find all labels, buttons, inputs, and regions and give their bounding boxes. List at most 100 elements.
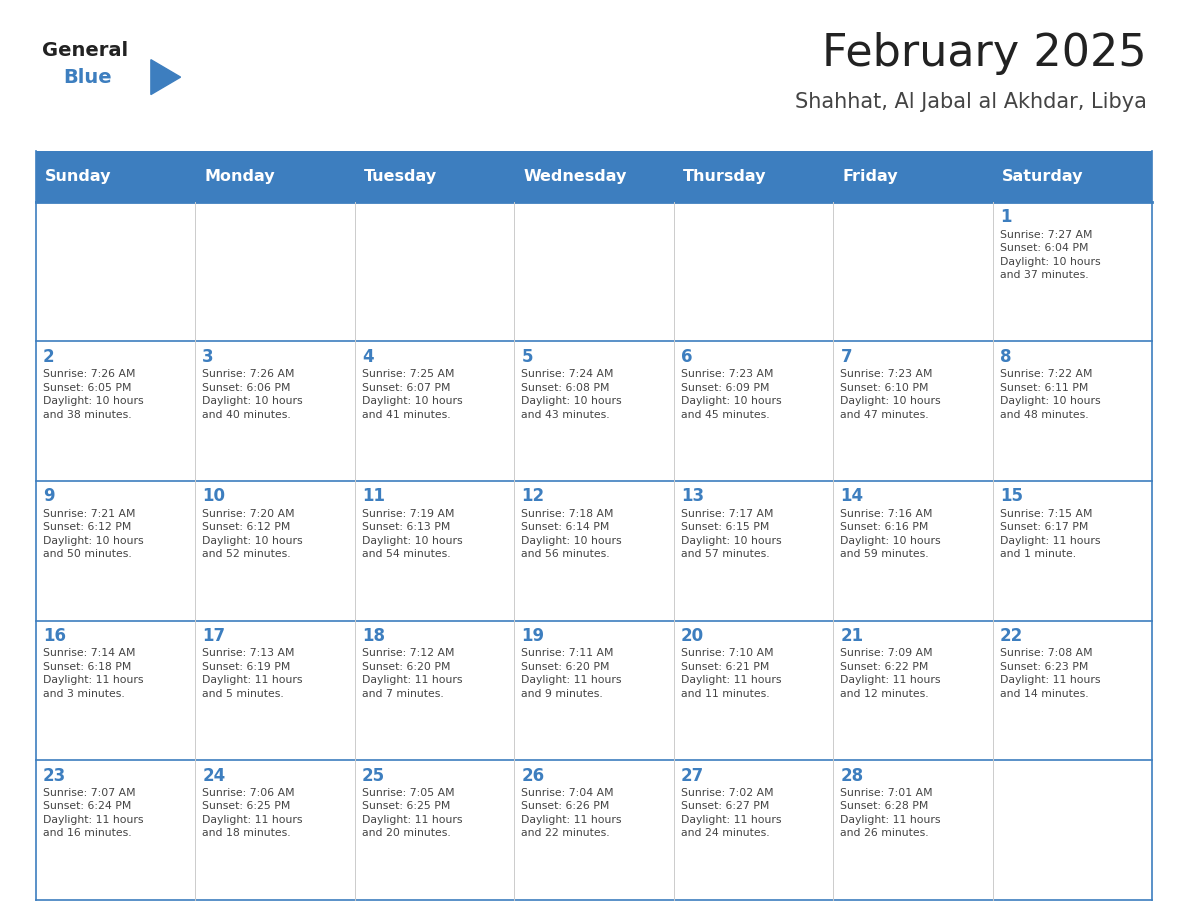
Bar [993, 341, 1152, 481]
Bar [833, 202, 993, 341]
Text: Blue: Blue [63, 68, 112, 87]
Bar [674, 202, 833, 341]
Bar [195, 202, 355, 341]
Polygon shape [151, 60, 181, 95]
Text: Sunrise: 7:13 AM
Sunset: 6:19 PM
Daylight: 11 hours
and 5 minutes.: Sunrise: 7:13 AM Sunset: 6:19 PM Dayligh… [202, 648, 303, 699]
Text: Sunrise: 7:10 AM
Sunset: 6:21 PM
Daylight: 11 hours
and 11 minutes.: Sunrise: 7:10 AM Sunset: 6:21 PM Dayligh… [681, 648, 782, 699]
Text: Sunrise: 7:26 AM
Sunset: 6:05 PM
Daylight: 10 hours
and 38 minutes.: Sunrise: 7:26 AM Sunset: 6:05 PM Dayligh… [43, 369, 144, 420]
Bar [833, 621, 993, 760]
Bar [674, 621, 833, 760]
Bar [36, 621, 195, 760]
Bar [355, 341, 514, 481]
Text: Sunrise: 7:21 AM
Sunset: 6:12 PM
Daylight: 10 hours
and 50 minutes.: Sunrise: 7:21 AM Sunset: 6:12 PM Dayligh… [43, 509, 144, 559]
Text: 9: 9 [43, 487, 55, 506]
Text: Sunrise: 7:07 AM
Sunset: 6:24 PM
Daylight: 11 hours
and 16 minutes.: Sunrise: 7:07 AM Sunset: 6:24 PM Dayligh… [43, 788, 144, 838]
Text: Sunrise: 7:19 AM
Sunset: 6:13 PM
Daylight: 10 hours
and 54 minutes.: Sunrise: 7:19 AM Sunset: 6:13 PM Dayligh… [362, 509, 462, 559]
Text: Saturday: Saturday [1003, 169, 1083, 185]
Bar [355, 621, 514, 760]
Text: Sunrise: 7:15 AM
Sunset: 6:17 PM
Daylight: 11 hours
and 1 minute.: Sunrise: 7:15 AM Sunset: 6:17 PM Dayligh… [1000, 509, 1100, 559]
Text: Sunrise: 7:23 AM
Sunset: 6:10 PM
Daylight: 10 hours
and 47 minutes.: Sunrise: 7:23 AM Sunset: 6:10 PM Dayligh… [840, 369, 941, 420]
Text: February 2025: February 2025 [822, 32, 1146, 75]
Bar [355, 202, 514, 341]
Bar [195, 760, 355, 900]
Text: Wednesday: Wednesday [524, 169, 627, 185]
Text: Sunrise: 7:02 AM
Sunset: 6:27 PM
Daylight: 11 hours
and 24 minutes.: Sunrise: 7:02 AM Sunset: 6:27 PM Dayligh… [681, 788, 782, 838]
Text: Sunrise: 7:22 AM
Sunset: 6:11 PM
Daylight: 10 hours
and 48 minutes.: Sunrise: 7:22 AM Sunset: 6:11 PM Dayligh… [1000, 369, 1100, 420]
Text: 28: 28 [840, 767, 864, 785]
Text: Sunrise: 7:27 AM
Sunset: 6:04 PM
Daylight: 10 hours
and 37 minutes.: Sunrise: 7:27 AM Sunset: 6:04 PM Dayligh… [1000, 230, 1100, 280]
Text: Sunrise: 7:05 AM
Sunset: 6:25 PM
Daylight: 11 hours
and 20 minutes.: Sunrise: 7:05 AM Sunset: 6:25 PM Dayligh… [362, 788, 462, 838]
Text: 13: 13 [681, 487, 704, 506]
Bar [195, 481, 355, 621]
Text: 25: 25 [362, 767, 385, 785]
Bar [674, 760, 833, 900]
Text: 11: 11 [362, 487, 385, 506]
Text: Monday: Monday [204, 169, 276, 185]
Bar [833, 481, 993, 621]
Text: 19: 19 [522, 627, 544, 645]
Bar [514, 481, 674, 621]
Bar [833, 760, 993, 900]
Bar [833, 341, 993, 481]
Text: Friday: Friday [842, 169, 898, 185]
Text: 20: 20 [681, 627, 704, 645]
Bar [993, 760, 1152, 900]
Text: 15: 15 [1000, 487, 1023, 506]
Text: 8: 8 [1000, 348, 1011, 366]
Bar [36, 151, 1152, 202]
Bar [36, 202, 195, 341]
Bar [514, 202, 674, 341]
Text: 2: 2 [43, 348, 55, 366]
Text: Sunrise: 7:12 AM
Sunset: 6:20 PM
Daylight: 11 hours
and 7 minutes.: Sunrise: 7:12 AM Sunset: 6:20 PM Dayligh… [362, 648, 462, 699]
Text: Sunrise: 7:04 AM
Sunset: 6:26 PM
Daylight: 11 hours
and 22 minutes.: Sunrise: 7:04 AM Sunset: 6:26 PM Dayligh… [522, 788, 621, 838]
Bar [36, 481, 195, 621]
Text: 1: 1 [1000, 208, 1011, 227]
Text: 23: 23 [43, 767, 67, 785]
Bar [993, 621, 1152, 760]
Text: Tuesday: Tuesday [365, 169, 437, 185]
Text: 22: 22 [1000, 627, 1023, 645]
Bar [195, 341, 355, 481]
Text: 4: 4 [362, 348, 373, 366]
Bar [355, 760, 514, 900]
Text: Sunrise: 7:25 AM
Sunset: 6:07 PM
Daylight: 10 hours
and 41 minutes.: Sunrise: 7:25 AM Sunset: 6:07 PM Dayligh… [362, 369, 462, 420]
Text: Sunrise: 7:20 AM
Sunset: 6:12 PM
Daylight: 10 hours
and 52 minutes.: Sunrise: 7:20 AM Sunset: 6:12 PM Dayligh… [202, 509, 303, 559]
Text: 10: 10 [202, 487, 226, 506]
Bar [36, 341, 195, 481]
Text: Sunrise: 7:09 AM
Sunset: 6:22 PM
Daylight: 11 hours
and 12 minutes.: Sunrise: 7:09 AM Sunset: 6:22 PM Dayligh… [840, 648, 941, 699]
Bar [355, 481, 514, 621]
Text: Sunrise: 7:23 AM
Sunset: 6:09 PM
Daylight: 10 hours
and 45 minutes.: Sunrise: 7:23 AM Sunset: 6:09 PM Dayligh… [681, 369, 782, 420]
Bar [514, 341, 674, 481]
Text: 5: 5 [522, 348, 533, 366]
Text: Sunday: Sunday [45, 169, 112, 185]
Text: 12: 12 [522, 487, 544, 506]
Bar [674, 341, 833, 481]
Text: Sunrise: 7:06 AM
Sunset: 6:25 PM
Daylight: 11 hours
and 18 minutes.: Sunrise: 7:06 AM Sunset: 6:25 PM Dayligh… [202, 788, 303, 838]
Text: 16: 16 [43, 627, 65, 645]
Bar [674, 481, 833, 621]
Text: Thursday: Thursday [683, 169, 766, 185]
Text: Shahhat, Al Jabal al Akhdar, Libya: Shahhat, Al Jabal al Akhdar, Libya [795, 92, 1146, 112]
Text: Sunrise: 7:17 AM
Sunset: 6:15 PM
Daylight: 10 hours
and 57 minutes.: Sunrise: 7:17 AM Sunset: 6:15 PM Dayligh… [681, 509, 782, 559]
Text: 3: 3 [202, 348, 214, 366]
Text: 6: 6 [681, 348, 693, 366]
Text: Sunrise: 7:11 AM
Sunset: 6:20 PM
Daylight: 11 hours
and 9 minutes.: Sunrise: 7:11 AM Sunset: 6:20 PM Dayligh… [522, 648, 621, 699]
Text: Sunrise: 7:08 AM
Sunset: 6:23 PM
Daylight: 11 hours
and 14 minutes.: Sunrise: 7:08 AM Sunset: 6:23 PM Dayligh… [1000, 648, 1100, 699]
Bar [36, 760, 195, 900]
Text: 27: 27 [681, 767, 704, 785]
Text: Sunrise: 7:01 AM
Sunset: 6:28 PM
Daylight: 11 hours
and 26 minutes.: Sunrise: 7:01 AM Sunset: 6:28 PM Dayligh… [840, 788, 941, 838]
Bar [514, 760, 674, 900]
Text: 26: 26 [522, 767, 544, 785]
Bar [195, 621, 355, 760]
Text: General: General [42, 40, 127, 60]
Text: Sunrise: 7:16 AM
Sunset: 6:16 PM
Daylight: 10 hours
and 59 minutes.: Sunrise: 7:16 AM Sunset: 6:16 PM Dayligh… [840, 509, 941, 559]
Text: Sunrise: 7:24 AM
Sunset: 6:08 PM
Daylight: 10 hours
and 43 minutes.: Sunrise: 7:24 AM Sunset: 6:08 PM Dayligh… [522, 369, 623, 420]
Text: 7: 7 [840, 348, 852, 366]
Bar [993, 481, 1152, 621]
Text: Sunrise: 7:18 AM
Sunset: 6:14 PM
Daylight: 10 hours
and 56 minutes.: Sunrise: 7:18 AM Sunset: 6:14 PM Dayligh… [522, 509, 623, 559]
Text: 18: 18 [362, 627, 385, 645]
Text: 24: 24 [202, 767, 226, 785]
Text: 21: 21 [840, 627, 864, 645]
Text: 14: 14 [840, 487, 864, 506]
Bar [514, 621, 674, 760]
